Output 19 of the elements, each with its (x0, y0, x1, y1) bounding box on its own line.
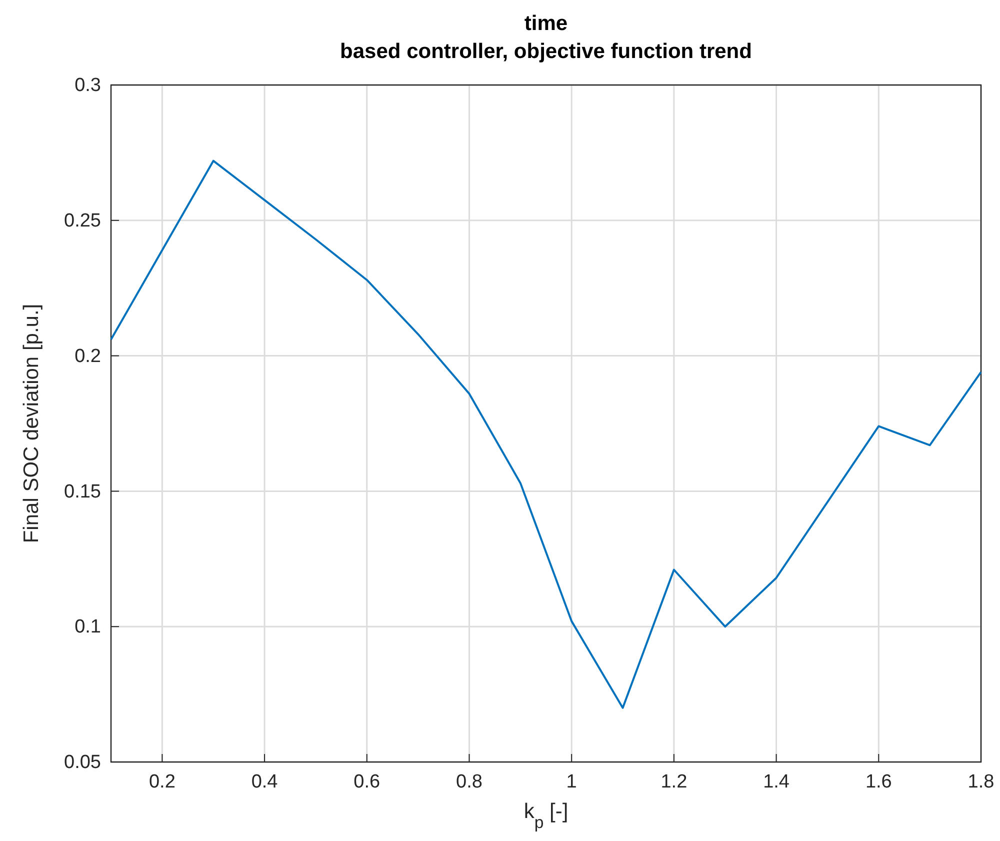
y-tick-label: 0.2 (74, 346, 101, 367)
line-series (110, 160, 982, 709)
x-tick-label: 0.8 (456, 771, 482, 792)
chart-title: time based controller, objective function trend (340, 12, 752, 63)
y-tick-label: 0.25 (64, 210, 101, 232)
x-axis-title: k$_{p}$ [-] (524, 800, 568, 832)
x-tick-label: 1.4 (763, 771, 790, 792)
x-tick-label: 0.4 (251, 771, 278, 792)
x-tick-label: 0.6 (354, 771, 380, 792)
y-tick-label: 0.1 (74, 616, 101, 638)
x-tick-label: 1.2 (660, 771, 688, 792)
x-tick-label: 1.6 (865, 771, 892, 792)
y-tick-label: 0.15 (64, 481, 101, 502)
y-tick-label: 0.3 (74, 75, 101, 96)
x-tick-label: 1 (566, 771, 577, 792)
y-axis-title: Final SOC deviation [p.u.] (20, 304, 43, 544)
x-tick-label: 0.2 (148, 771, 176, 792)
y-tick-label: 0.05 (64, 752, 101, 774)
x-tick-label: 1.8 (968, 771, 994, 792)
